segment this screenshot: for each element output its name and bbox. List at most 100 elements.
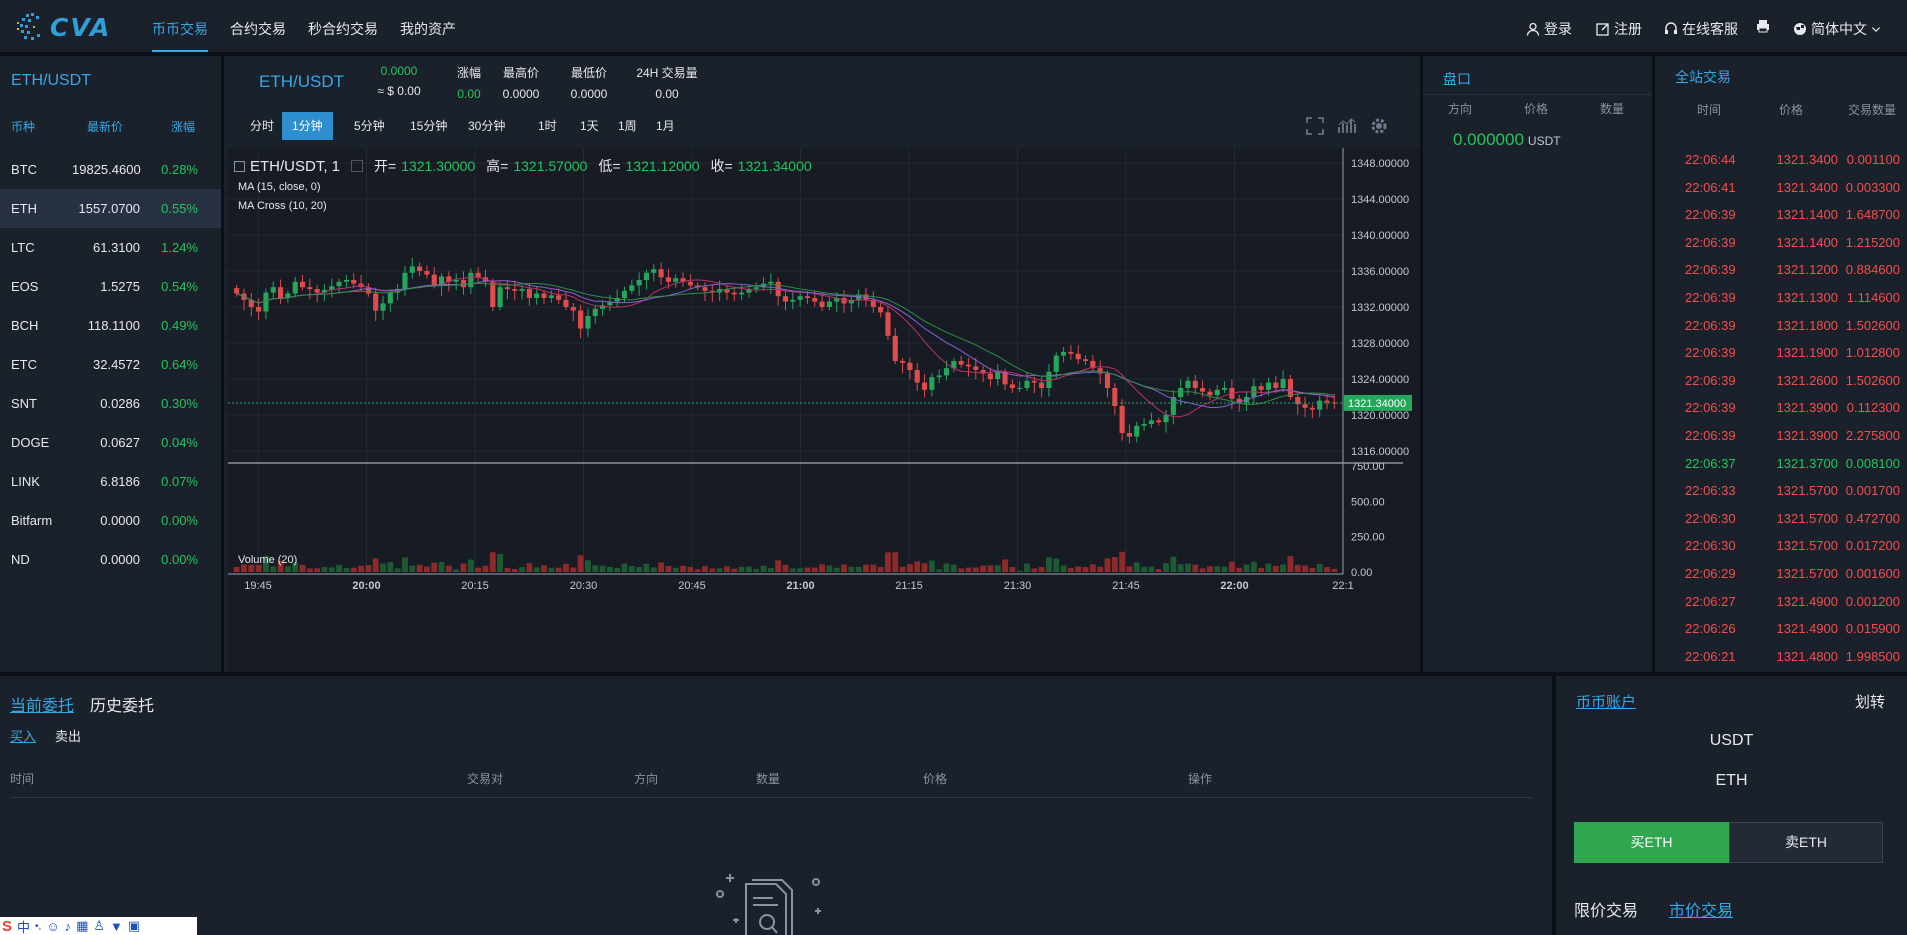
market-row-eos[interactable]: EOS 1.5275 0.54% xyxy=(0,267,221,306)
volume-bar xyxy=(548,567,555,572)
trade-amount: 1.114600 xyxy=(1846,290,1900,305)
nav-my-assets[interactable]: 我的资产 xyxy=(400,21,456,37)
ime-user-icon: ♙ xyxy=(93,918,106,933)
nav-spot-trading[interactable]: 币币交易 xyxy=(152,21,208,37)
language-selector[interactable]: 简体中文 xyxy=(1793,19,1881,39)
timeframe-0[interactable]: 分时 xyxy=(250,119,275,133)
candle-body xyxy=(321,289,328,293)
spot-account-link[interactable]: 币币账户 xyxy=(1576,694,1637,711)
settings-gear-icon[interactable] xyxy=(1368,115,1390,137)
candle-body xyxy=(1097,368,1103,374)
current-price-badge xyxy=(1344,394,1412,411)
register-link[interactable]: 注册 xyxy=(1596,19,1642,39)
candle-body xyxy=(1134,425,1140,437)
indicators-icon[interactable] xyxy=(1336,115,1358,137)
trade-amount: 1.502600 xyxy=(1845,372,1900,388)
volume-bar xyxy=(343,567,350,572)
trade-price: 1321.1200 xyxy=(1776,262,1838,278)
support-label: 在线客服 xyxy=(1682,21,1738,37)
volume-tick-label: 0.00 xyxy=(1351,567,1372,579)
volume-tick-label: 750.00 xyxy=(1351,461,1385,473)
market-row-btc[interactable]: BTC 19825.4600 0.28% xyxy=(0,150,221,189)
filter-buy[interactable]: 买入 xyxy=(10,729,37,744)
orderbook-panel: 盘口 方向 价格 数量 0.000000 USDT xyxy=(1423,56,1652,672)
market-row-doge[interactable]: DOGE 0.0627 0.04% xyxy=(0,423,221,462)
volume-bar xyxy=(672,567,679,572)
volume-bar xyxy=(248,564,255,572)
legend-settings-icon[interactable] xyxy=(351,160,364,172)
time-tick-label: 21:30 xyxy=(1004,580,1032,592)
timeframe-7[interactable]: 1周 xyxy=(618,119,637,133)
timeframe-6[interactable]: 1天 xyxy=(580,119,599,133)
tab-limit-order[interactable]: 限价交易 xyxy=(1574,903,1639,920)
candle-body xyxy=(958,361,964,365)
timeframe-3[interactable]: 15分钟 xyxy=(410,119,448,133)
volume-bar xyxy=(1009,566,1016,572)
volume-bar xyxy=(680,565,686,572)
tab-current-orders[interactable]: 当前委托 xyxy=(10,698,75,715)
trade-row: 22:06:44 1321.3400 0.001100 xyxy=(1655,147,1907,174)
candle-body xyxy=(1309,407,1315,410)
market-row-ltc[interactable]: LTC 61.3100 1.24% xyxy=(0,228,221,267)
transfer-button[interactable]: 划转 xyxy=(1854,694,1885,711)
candle-body xyxy=(1236,398,1242,403)
market-row-bitfarm[interactable]: Bitfarm 0.0000 0.00% xyxy=(0,501,221,540)
market-row-etc[interactable]: ETC 32.4572 0.64% xyxy=(0,345,221,384)
time-tick-label: 21:00 xyxy=(786,580,814,592)
volume-bar xyxy=(636,567,643,572)
volume-bar xyxy=(1111,557,1118,572)
candle-body xyxy=(1068,352,1074,354)
orderbook-price: 0.000000 USDT xyxy=(1453,130,1561,150)
printer-button[interactable] xyxy=(1756,19,1770,33)
candle-body xyxy=(987,373,993,379)
market-price: 0.0000 xyxy=(100,552,140,567)
login-link[interactable]: 登录 xyxy=(1526,19,1572,39)
volume-bar xyxy=(826,565,833,572)
market-row-snt[interactable]: SNT 0.0286 0.30% xyxy=(0,384,221,423)
ime-logo-icon: S xyxy=(2,917,13,935)
market-row-bch[interactable]: BCH 118.1100 0.49% xyxy=(0,306,221,345)
legend-ma: MA (15, close, 0) xyxy=(238,181,321,193)
market-price: 32.4572 xyxy=(93,357,140,372)
trade-time: 22:06:21 xyxy=(1685,648,1736,664)
trade-time: 22:06:41 xyxy=(1685,179,1736,195)
tab-market-order[interactable]: 市价交易 xyxy=(1669,903,1734,920)
fullscreen-icon[interactable] xyxy=(1304,115,1326,137)
timeframe-2[interactable]: 5分钟 xyxy=(354,119,385,133)
volume-tick-label: 250.00 xyxy=(1351,532,1385,544)
market-row-nd[interactable]: ND 0.0000 0.00% xyxy=(0,540,221,579)
nav-second-contract[interactable]: 秒合约交易 xyxy=(308,21,378,37)
ticker-high-label: 最高价 xyxy=(502,66,539,80)
volume-bar xyxy=(724,566,730,572)
market-row-eth[interactable]: ETH 1557.0700 0.55% xyxy=(0,189,221,228)
candlestick-chart[interactable]: 1321.34000 1348.00000 1344.00000 1340.00000… xyxy=(228,148,1420,672)
time-tick-label: 20:30 xyxy=(570,580,598,592)
volume-bar xyxy=(350,567,357,572)
online-support-link[interactable]: 在线客服 xyxy=(1664,19,1738,39)
buy-eth-button[interactable]: 买ETH xyxy=(1574,822,1729,863)
candle-body xyxy=(1024,380,1030,388)
volume-bar xyxy=(292,562,299,572)
timeframe-8[interactable]: 1月 xyxy=(656,119,675,133)
timeframe-5[interactable]: 1时 xyxy=(538,119,557,133)
filter-sell[interactable]: 卖出 xyxy=(55,729,82,744)
volume-bar xyxy=(1294,564,1301,572)
ime-toolbar[interactable]: S 中 •, ☺ ♪ ▦ ♙ ▼ ▣ xyxy=(0,917,197,935)
candle-body xyxy=(1324,400,1330,403)
volume-bar xyxy=(1170,556,1177,572)
orders-col-direction: 方向 xyxy=(634,772,659,786)
candle-body xyxy=(885,312,891,336)
trade-time: 22:06:30 xyxy=(1685,510,1736,526)
volume-bar xyxy=(336,564,343,572)
timeframe-1[interactable]: 1分钟 xyxy=(282,112,333,140)
market-row-link[interactable]: LINK 6.8186 0.07% xyxy=(0,462,221,501)
volume-bar xyxy=(1148,566,1155,572)
tab-order-history[interactable]: 历史委托 xyxy=(90,698,155,715)
sell-eth-button[interactable]: 卖ETH xyxy=(1729,822,1883,863)
trade-price: 1321.4800 xyxy=(1776,648,1838,664)
collapse-legend-icon[interactable] xyxy=(234,160,245,172)
nav-contract-trading[interactable]: 合约交易 xyxy=(230,21,286,37)
volume-bar xyxy=(453,569,460,572)
brand-logo[interactable]: CVA xyxy=(14,12,111,42)
timeframe-4[interactable]: 30分钟 xyxy=(468,119,506,133)
